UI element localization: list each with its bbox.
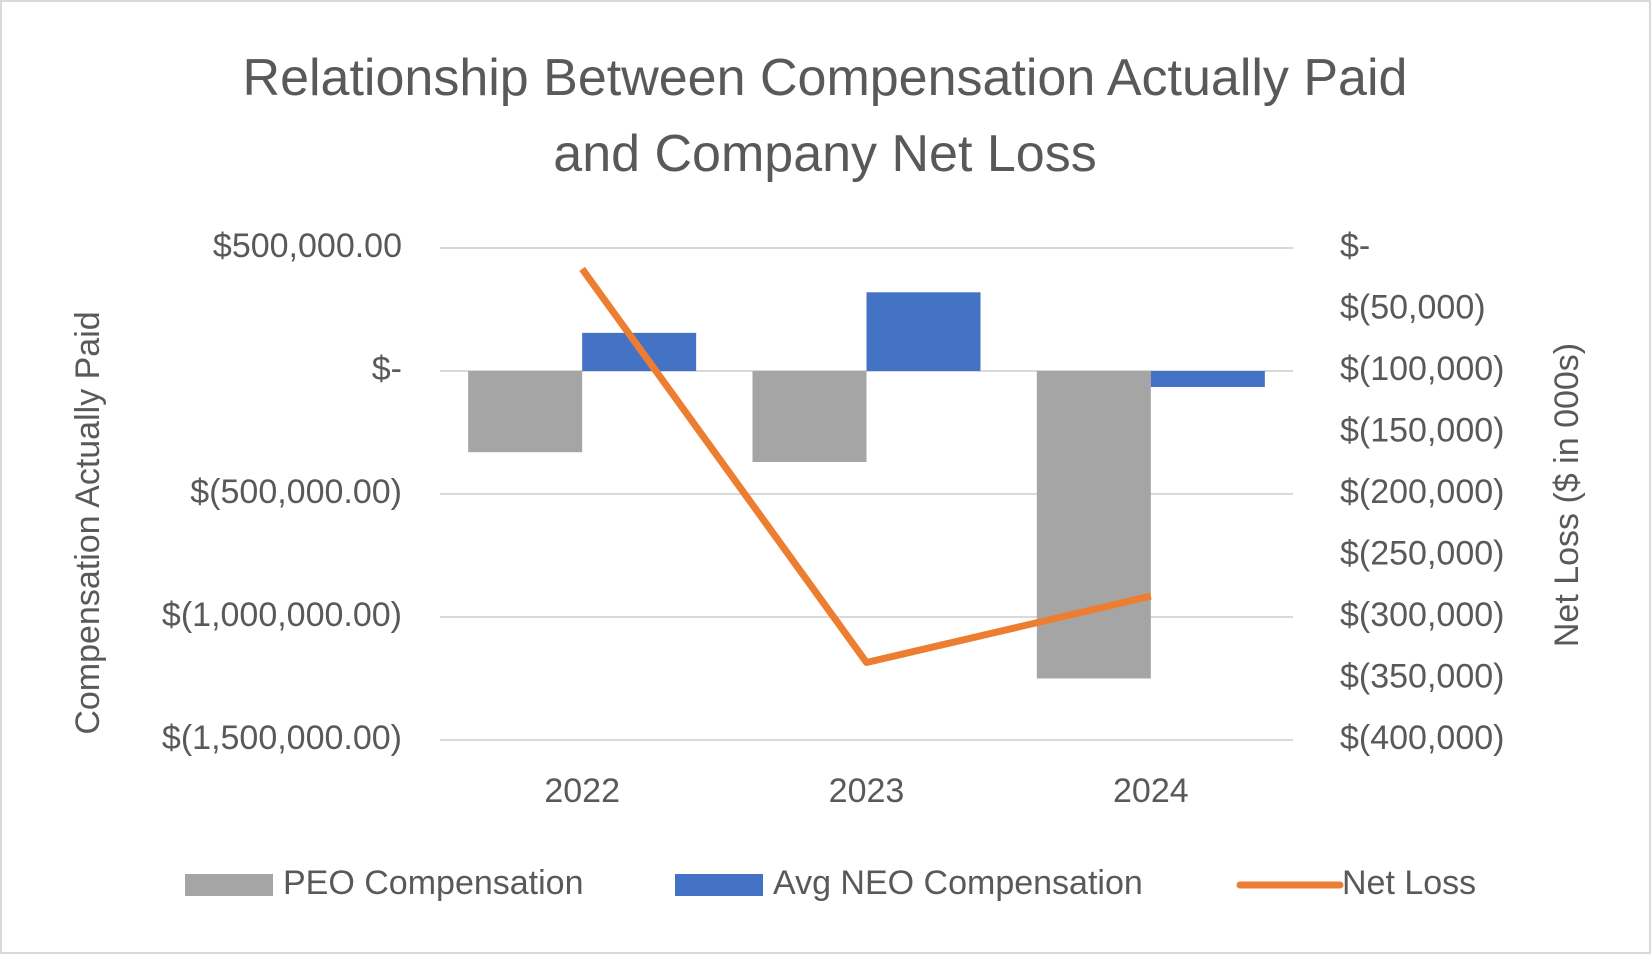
y2-tick-label: $(300,000) [1340,596,1504,634]
line [579,266,1152,667]
chart-title: Relationship Between Compensation Actual… [242,49,1408,183]
y-tick-label: $(1,000,000.00) [162,596,402,634]
y-tick-label: $- [372,350,402,388]
legend-label: Avg NEO Compensation [773,864,1143,902]
bar [468,371,583,453]
y-axis-title: Compensation Actually Paid [69,311,107,734]
bar [1150,371,1265,387]
legend-swatch [185,874,273,896]
x-tick-label: 2022 [544,772,620,810]
y2-tick-label: $(50,000) [1340,288,1486,326]
y2-tick-label: $(150,000) [1340,411,1504,449]
bar [752,371,867,463]
x-tick-label: 2024 [1113,772,1189,810]
legend-label: PEO Compensation [283,864,584,902]
y2-tick-label: $(250,000) [1340,534,1504,572]
y2-tick-label: $(400,000) [1340,719,1504,757]
y-tick-label: $(1,500,000.00) [162,719,402,757]
bar [866,292,981,371]
legend-label: Net Loss [1342,864,1476,902]
y2-axis-title: Net Loss ($ in 000s) [1548,343,1586,647]
legend-swatch [675,874,763,896]
y2-tick-label: $(200,000) [1340,473,1504,511]
y2-tick-label: $(100,000) [1340,350,1504,388]
x-tick-label: 2023 [829,772,905,810]
bar [1036,371,1151,679]
y-tick-label: $500,000.00 [213,227,402,265]
y2-tick-label: $- [1340,227,1370,265]
y-tick-label: $(500,000.00) [190,473,402,511]
y2-tick-label: $(350,000) [1340,657,1504,695]
